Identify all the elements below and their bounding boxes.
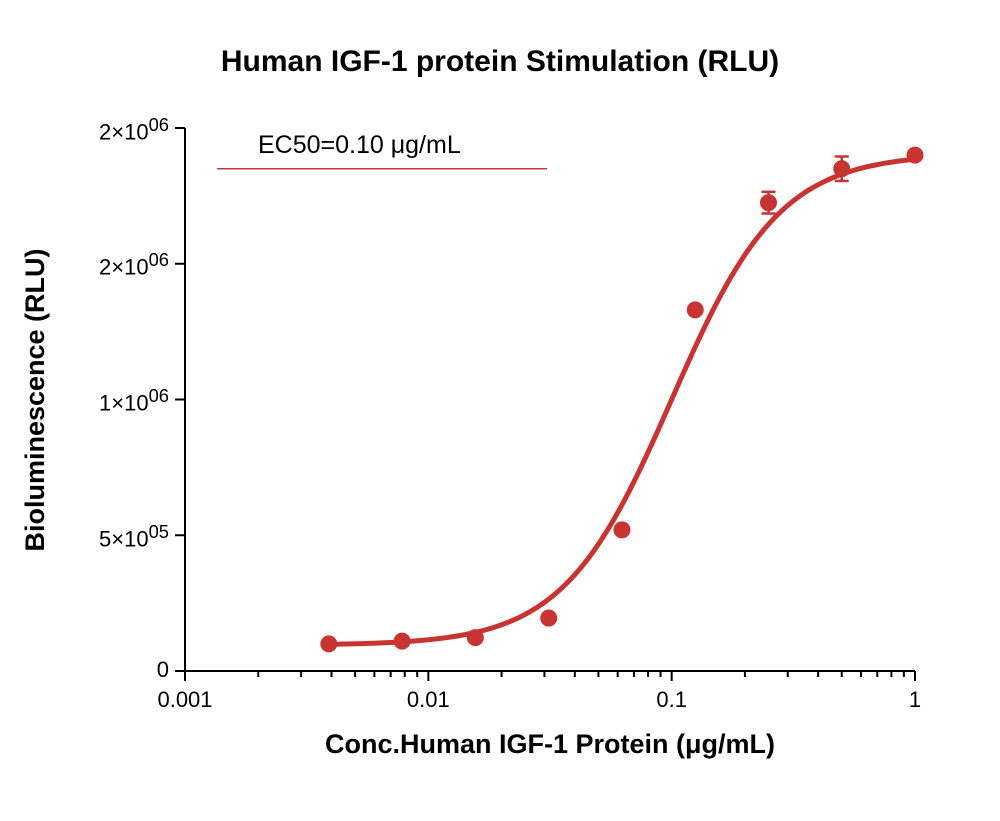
data-point: [467, 630, 483, 646]
data-point: [614, 522, 630, 538]
x-tick-label: 0.01: [388, 687, 468, 713]
x-tick-label: 0.1: [632, 687, 712, 713]
y-tick-label: 2×1006: [99, 114, 169, 145]
y-tick-label: 2×1006: [99, 249, 169, 280]
data-point: [760, 195, 776, 211]
y-axis-label: Bioluminescence (RLU): [20, 248, 51, 551]
x-tick-label: 0.001: [145, 687, 225, 713]
figure: Human IGF-1 protein Stimulation (RLU) Bi…: [0, 0, 1000, 821]
fit-curve: [329, 159, 915, 644]
y-tick-label: 5×1005: [99, 521, 169, 552]
data-point: [907, 147, 923, 163]
data-point: [394, 633, 410, 649]
data-point: [687, 302, 703, 318]
y-tick-label: 0: [157, 657, 169, 683]
y-tick-label: 1×1006: [99, 385, 169, 416]
x-tick-label: 1: [875, 687, 955, 713]
ec50-annotation: EC50=0.10 μg/mL: [258, 131, 461, 160]
data-point: [321, 636, 337, 652]
x-axis-label: Conc.Human IGF-1 Protein (μg/mL): [185, 729, 915, 760]
data-point: [541, 610, 557, 626]
data-point: [834, 161, 850, 177]
